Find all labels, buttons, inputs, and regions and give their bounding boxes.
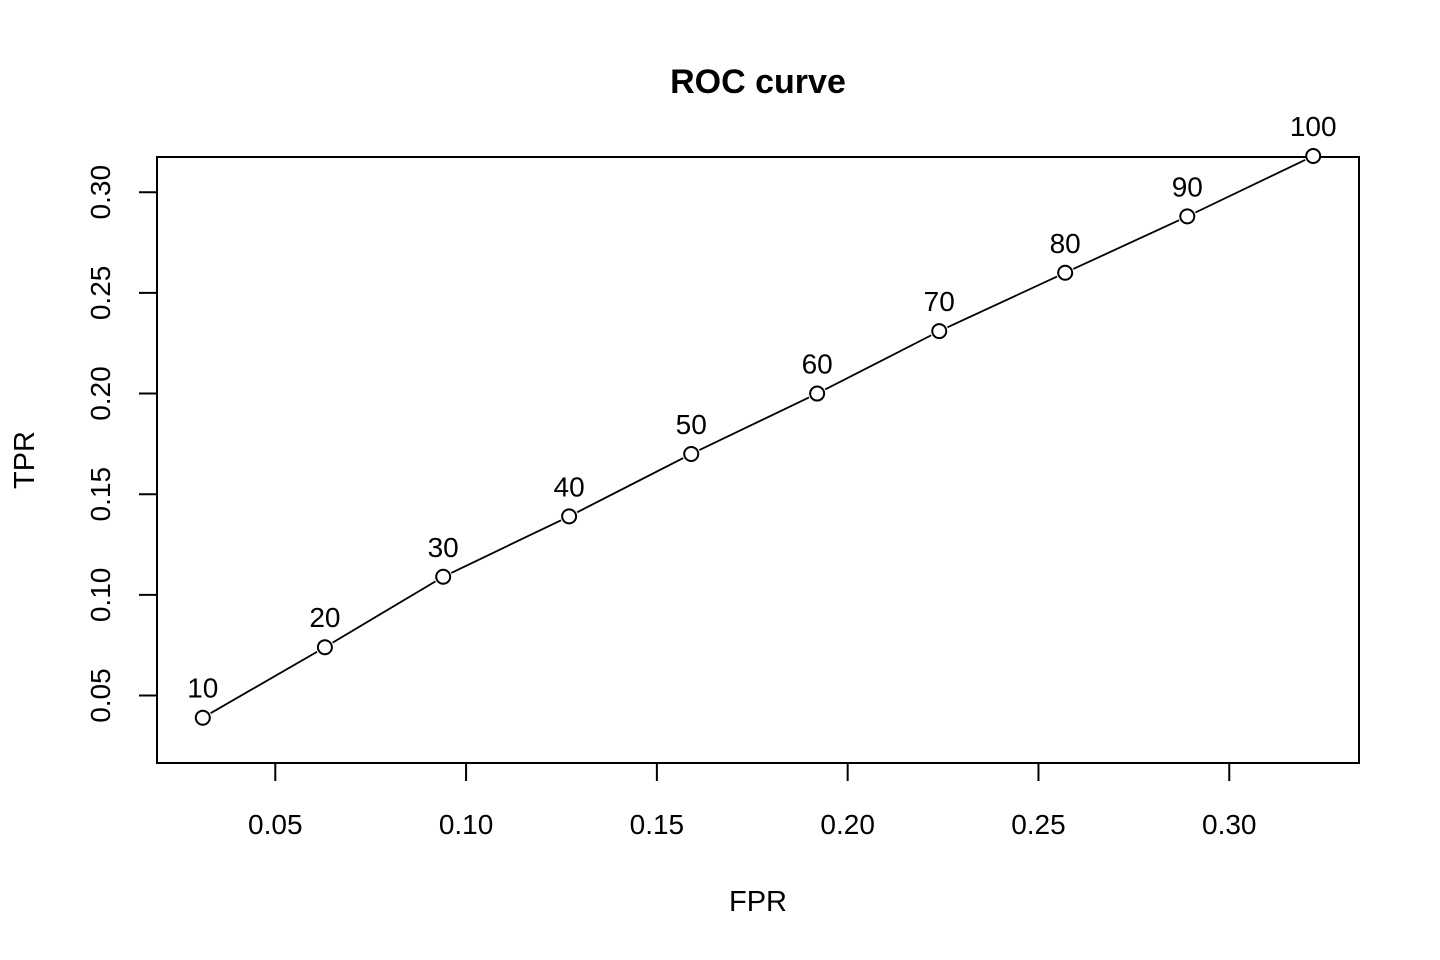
- series-segment: [332, 580, 436, 644]
- data-point: [1305, 147, 1322, 164]
- point-label: 40: [554, 471, 585, 502]
- point-label: 100: [1290, 111, 1337, 142]
- x-tick-label: 0.25: [1011, 809, 1066, 840]
- point-label: 10: [187, 673, 218, 704]
- y-tick-label: 0.15: [85, 467, 116, 522]
- series-segment: [824, 334, 932, 391]
- point-label: 30: [428, 532, 459, 563]
- x-tick-label: 0.05: [248, 809, 303, 840]
- data-point: [194, 709, 211, 726]
- series-segment: [450, 519, 562, 574]
- point-label: 20: [309, 602, 340, 633]
- y-tick-label: 0.05: [85, 668, 116, 723]
- data-point: [1057, 264, 1074, 281]
- x-tick-label: 0.15: [630, 809, 685, 840]
- x-axis: 0.05 0.10 0.15 0.20 0.25 0.30: [248, 763, 1257, 840]
- y-axis: 0.05 0.10 0.15 0.20 0.25 0.30: [85, 165, 157, 723]
- data-point: [683, 445, 700, 462]
- y-tick-label: 0.20: [85, 366, 116, 421]
- x-tick-label: 0.30: [1202, 809, 1257, 840]
- point-label: 90: [1172, 171, 1203, 202]
- y-tick-label: 0.30: [85, 165, 116, 220]
- series-segment: [210, 650, 318, 714]
- plot-frame: [156, 156, 1360, 764]
- point-label: 70: [924, 286, 955, 317]
- data-point: [561, 508, 578, 525]
- data-point: [809, 385, 826, 402]
- series-segment: [576, 457, 684, 514]
- data-point: [931, 323, 948, 340]
- point-label: 50: [676, 409, 707, 440]
- y-axis-label: TPR: [9, 431, 41, 489]
- data-point: [1179, 208, 1196, 225]
- x-axis-label: FPR: [729, 886, 787, 918]
- x-tick-label: 0.20: [820, 809, 875, 840]
- series-segment: [698, 396, 810, 451]
- data-point: [435, 568, 452, 585]
- y-tick-label: 0.10: [85, 568, 116, 623]
- chart-title: ROC curve: [670, 63, 846, 101]
- series-segment: [1072, 219, 1180, 270]
- x-tick-label: 0.10: [439, 809, 494, 840]
- point-label: 60: [802, 349, 833, 380]
- point-label: 80: [1050, 228, 1081, 259]
- data-point: [316, 639, 333, 656]
- y-tick-label: 0.25: [85, 266, 116, 321]
- series-roc: 10 20 30 40 50 60 70 80 90 100: [187, 111, 1337, 726]
- series-segment: [1195, 159, 1306, 214]
- series-segment: [947, 275, 1058, 329]
